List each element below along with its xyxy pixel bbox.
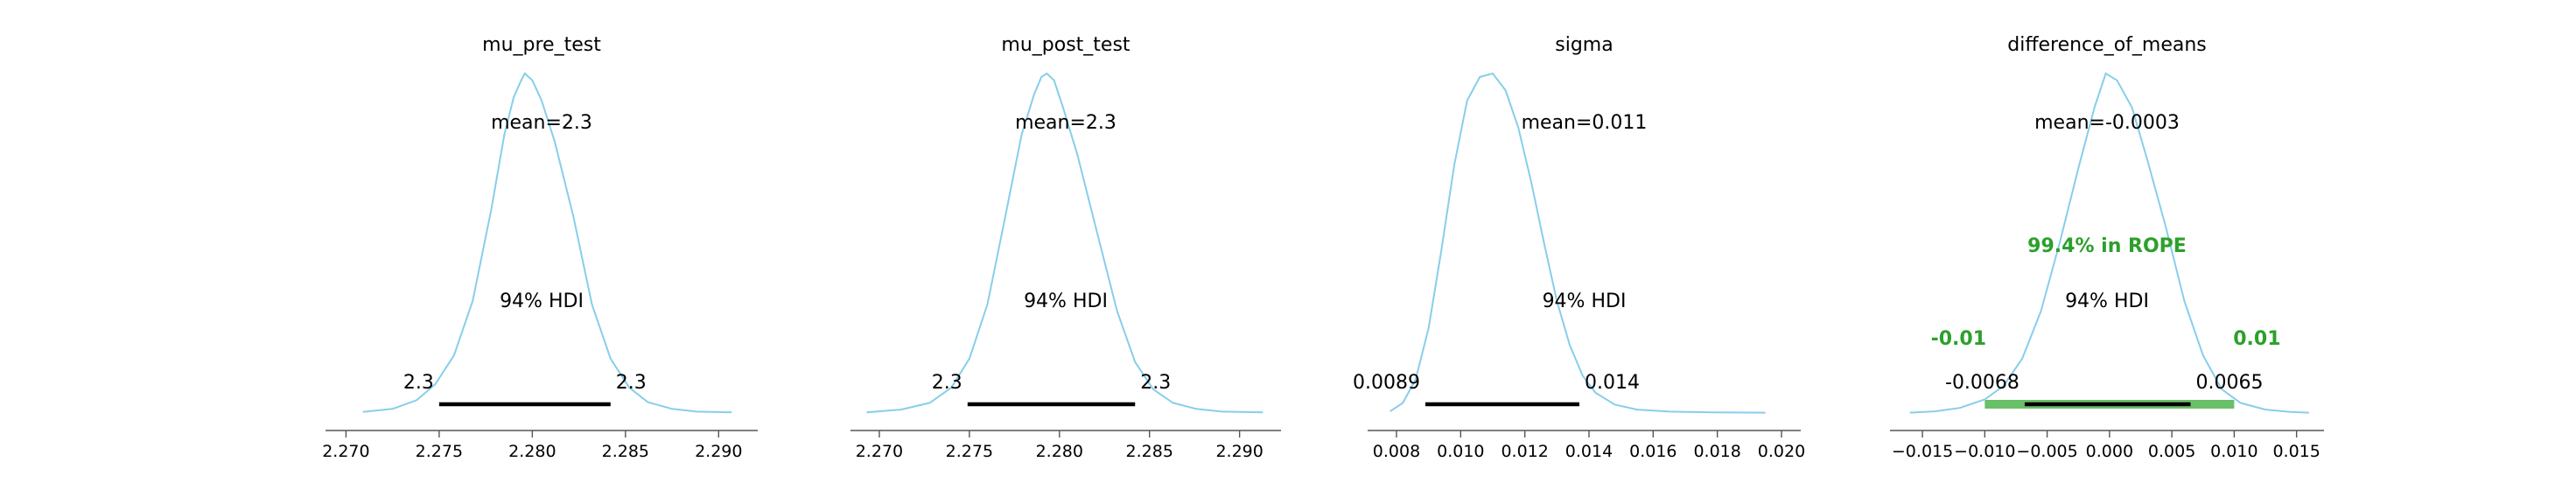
hdi-upper-label: 0.014	[1585, 372, 1640, 394]
hdi-label: 94% HDI	[1543, 290, 1627, 312]
x-tick-label: 2.275	[946, 442, 993, 461]
x-tick-label: 0.012	[1501, 442, 1548, 461]
x-tick-label: −0.010	[1954, 442, 2015, 461]
mean-label: mean=-0.0003	[2034, 112, 2180, 134]
hdi-lower-label: 0.0089	[1353, 372, 1420, 394]
mean-label: mean=2.3	[491, 112, 592, 134]
x-tick-label: 0.020	[1758, 442, 1805, 461]
x-tick-label: 2.280	[508, 442, 556, 461]
hdi-upper-label: 2.3	[616, 372, 647, 394]
hdi-label: 94% HDI	[1024, 290, 1108, 312]
panel-title: mu_post_test	[1001, 34, 1130, 56]
posterior-density-curve	[1909, 72, 2309, 414]
x-tick-label: 2.285	[1126, 442, 1173, 461]
x-tick-label: 0.014	[1565, 442, 1613, 461]
x-tick-label: 2.270	[856, 442, 903, 461]
panel-title: mu_pre_test	[482, 34, 601, 56]
x-tick-label: 0.000	[2086, 442, 2133, 461]
x-tick-label: 0.010	[1437, 442, 1484, 461]
hdi-upper-label: 0.0065	[2195, 372, 2263, 394]
x-tick-label: −0.015	[1892, 442, 1953, 461]
x-tick-label: 0.016	[1629, 442, 1676, 461]
x-tick-label: 2.280	[1036, 442, 1083, 461]
hdi-lower-label: 2.3	[932, 372, 962, 394]
hdi-label: 94% HDI	[500, 290, 584, 312]
hdi-lower-label: -0.0068	[1945, 372, 2020, 394]
x-tick-label: 0.015	[2272, 442, 2320, 461]
x-tick-label: 0.010	[2210, 442, 2258, 461]
mean-label: mean=2.3	[1015, 112, 1116, 134]
x-tick-label: 0.008	[1373, 442, 1420, 461]
rope-lower-label: -0.01	[1931, 328, 1986, 350]
hdi-lower-label: 2.3	[403, 372, 434, 394]
x-tick-label: 0.018	[1693, 442, 1740, 461]
hdi-upper-label: 2.3	[1140, 372, 1171, 394]
posterior-density-curve	[362, 72, 732, 414]
posterior-density-curve	[866, 72, 1264, 414]
hdi-label: 94% HDI	[2065, 290, 2149, 312]
x-tick-label: 2.270	[322, 442, 369, 461]
x-tick-label: 0.005	[2148, 442, 2195, 461]
x-tick-label: 2.275	[416, 442, 463, 461]
panel-title: sigma	[1555, 34, 1613, 56]
x-tick-label: 2.290	[1215, 442, 1263, 461]
x-tick-label: −0.005	[2016, 442, 2077, 461]
rope-upper-label: 0.01	[2233, 328, 2280, 350]
rope-percentage-label: 99.4% in ROPE	[2027, 235, 2187, 257]
mean-label: mean=0.011	[1522, 112, 1648, 134]
x-tick-label: 2.290	[695, 442, 742, 461]
x-tick-label: 2.285	[602, 442, 649, 461]
posterior-density-curve	[1390, 72, 1766, 414]
panel-title: difference_of_means	[2007, 34, 2207, 56]
